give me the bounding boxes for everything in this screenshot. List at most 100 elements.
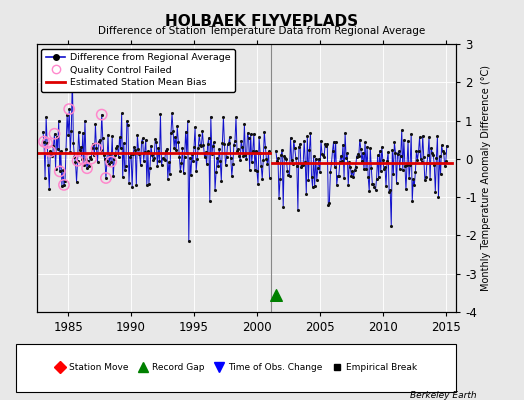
Point [385, 189, 394, 195]
Y-axis label: Monthly Temperature Anomaly Difference (°C): Monthly Temperature Anomaly Difference (… [481, 65, 491, 291]
Point [132, 182, 140, 188]
Point [351, 167, 359, 174]
Point [301, 158, 310, 165]
Point [311, 183, 319, 189]
Point [199, 142, 208, 148]
Point [243, 130, 252, 136]
Point [335, 172, 343, 179]
Point [40, 138, 48, 145]
Point [196, 142, 204, 148]
Point [166, 171, 174, 178]
Point [193, 156, 201, 162]
Point [94, 138, 103, 145]
Point [129, 151, 137, 157]
Point [441, 163, 449, 169]
Point [170, 144, 178, 151]
Point [212, 169, 220, 176]
Point [188, 151, 196, 157]
Point [331, 164, 339, 170]
Point [236, 156, 244, 163]
Point [252, 147, 260, 154]
Point [96, 147, 105, 153]
Point [295, 144, 303, 150]
Point [117, 110, 126, 117]
Point [411, 168, 420, 175]
Point [233, 148, 241, 154]
Point [429, 151, 438, 158]
Point [112, 145, 121, 151]
Point [208, 151, 216, 157]
Point [163, 176, 172, 182]
Point [407, 131, 416, 138]
Point [179, 170, 188, 176]
Point [288, 161, 297, 167]
Point [205, 198, 214, 204]
Point [296, 141, 304, 147]
Point [203, 141, 212, 148]
Point [408, 198, 417, 204]
Point [422, 174, 430, 180]
Point [430, 161, 439, 168]
Point [400, 137, 408, 143]
Point [232, 114, 240, 120]
Point [241, 152, 249, 158]
Point [386, 187, 395, 194]
Point [161, 148, 170, 154]
Point [88, 145, 96, 151]
Point [433, 133, 442, 140]
Point [194, 144, 202, 151]
Point [73, 158, 82, 164]
Point [360, 166, 368, 173]
Point [238, 144, 246, 151]
Text: Difference of Station Temperature Data from Regional Average: Difference of Station Temperature Data f… [99, 26, 425, 36]
Point [263, 161, 271, 167]
Point [417, 155, 425, 162]
Point [305, 147, 314, 153]
Point [440, 150, 448, 156]
Point [206, 114, 215, 120]
Point [368, 181, 377, 188]
Point [434, 194, 443, 200]
Point [130, 144, 138, 150]
Point [285, 172, 293, 179]
Point [210, 139, 218, 146]
Point [51, 166, 60, 172]
Point [314, 165, 322, 172]
Point [175, 154, 183, 160]
Point [313, 177, 321, 183]
Point [180, 154, 189, 160]
Point [225, 134, 234, 140]
Point [148, 152, 156, 159]
Point [309, 184, 317, 190]
Point [370, 184, 379, 190]
Point [222, 154, 231, 160]
Point [174, 139, 182, 146]
Point [77, 144, 85, 150]
Point [86, 153, 94, 160]
Point [419, 133, 427, 139]
Point [43, 140, 51, 146]
Point [249, 130, 258, 137]
Point [107, 158, 115, 165]
Point [100, 152, 108, 158]
Point [131, 146, 139, 153]
Point [282, 156, 290, 162]
Point [183, 118, 192, 124]
Point [343, 150, 352, 156]
Point [155, 158, 163, 164]
Point [162, 146, 171, 152]
Point [224, 140, 233, 147]
Point [397, 153, 405, 160]
Point [438, 142, 446, 149]
Point [274, 155, 282, 162]
Point [70, 154, 79, 161]
Point [308, 174, 316, 180]
Point [198, 128, 206, 135]
Point [190, 144, 198, 150]
Point [182, 150, 191, 156]
Point [128, 184, 136, 190]
Point [125, 180, 133, 186]
Point [292, 163, 301, 169]
Point [253, 168, 261, 174]
Point [254, 181, 262, 188]
